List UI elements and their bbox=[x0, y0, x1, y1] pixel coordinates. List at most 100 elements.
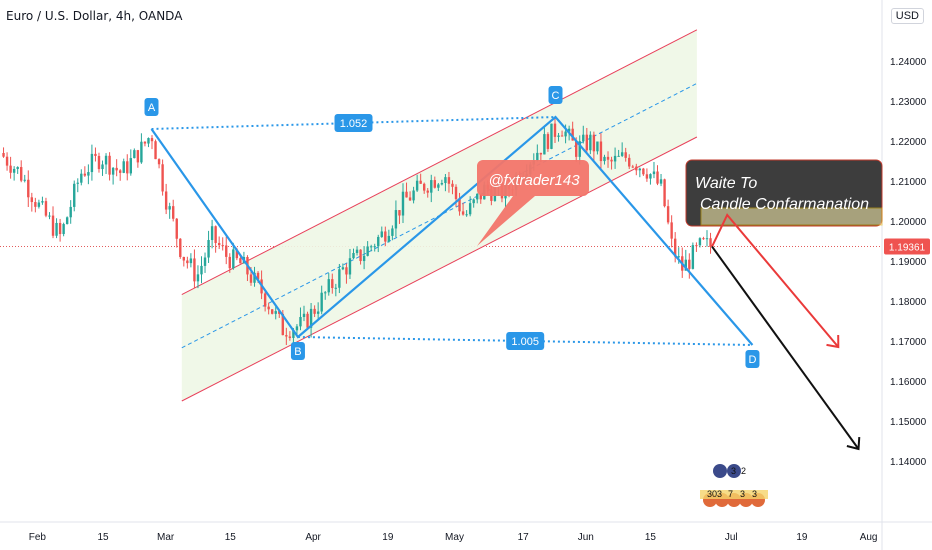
candle-body bbox=[175, 218, 178, 239]
candle-body bbox=[705, 238, 709, 240]
candle-body bbox=[309, 308, 313, 328]
candle-body bbox=[596, 141, 599, 152]
candle-body bbox=[83, 173, 87, 176]
x-tick-label: 19 bbox=[796, 532, 808, 543]
candle-body bbox=[2, 153, 5, 157]
candle-body bbox=[394, 210, 398, 229]
candle-body bbox=[225, 245, 228, 257]
candle-body bbox=[359, 249, 362, 262]
candle-body bbox=[666, 206, 670, 223]
ratio-label: 1.005 bbox=[511, 336, 539, 348]
candle-body bbox=[691, 245, 695, 269]
candle-body bbox=[366, 246, 369, 256]
candle-body bbox=[465, 214, 468, 216]
candle-body bbox=[695, 245, 698, 247]
candle-body bbox=[610, 159, 613, 162]
point-label-d: D bbox=[748, 354, 756, 366]
candle-body bbox=[341, 267, 345, 270]
candle-body bbox=[384, 231, 387, 242]
candle-body bbox=[161, 164, 164, 192]
currency-badge[interactable]: USD bbox=[890, 8, 924, 24]
candle-body bbox=[288, 336, 292, 338]
candle-body bbox=[140, 141, 143, 163]
last-price-label: 1.19361 bbox=[889, 243, 926, 254]
candle-body bbox=[447, 177, 451, 184]
candle-body bbox=[196, 274, 200, 282]
x-tick-label: Feb bbox=[29, 532, 47, 543]
last-price-tag bbox=[884, 238, 930, 255]
y-tick-label: 1.19000 bbox=[890, 257, 927, 268]
candle-body bbox=[263, 293, 267, 307]
x-tick-label: 19 bbox=[382, 532, 394, 543]
candle-body bbox=[387, 235, 391, 242]
candle-body bbox=[41, 201, 44, 203]
candle-body bbox=[302, 313, 306, 317]
candle-body bbox=[76, 182, 79, 184]
watermark-text: @fxtrader143 bbox=[488, 172, 580, 189]
candle-body bbox=[97, 155, 101, 170]
candle-body bbox=[645, 174, 649, 179]
x-tick-label: Jun bbox=[578, 532, 594, 543]
candle-body bbox=[285, 335, 288, 337]
candle-body bbox=[575, 140, 578, 157]
candle-body bbox=[642, 168, 645, 175]
candle-body bbox=[377, 236, 380, 247]
candle-body bbox=[468, 203, 472, 215]
candle-body bbox=[391, 228, 394, 236]
candle-body bbox=[281, 313, 284, 336]
candle-body bbox=[94, 153, 97, 156]
ratio-line-bd bbox=[297, 336, 753, 346]
candle-body bbox=[129, 158, 132, 174]
candle-body bbox=[331, 279, 334, 289]
candle-body bbox=[564, 131, 567, 137]
candle-body bbox=[603, 156, 606, 162]
x-tick-label: Jul bbox=[725, 532, 738, 543]
candle-body bbox=[606, 156, 610, 160]
candle-body bbox=[168, 206, 171, 210]
candle-body bbox=[87, 172, 90, 176]
candle-body bbox=[688, 259, 691, 269]
candle-body bbox=[412, 190, 415, 201]
candle-body bbox=[458, 199, 461, 212]
candle-body bbox=[186, 260, 189, 264]
forecast-arrowhead-red bbox=[826, 334, 840, 349]
candle-body bbox=[104, 155, 108, 165]
candle-body bbox=[408, 197, 412, 201]
candle-body bbox=[426, 190, 429, 193]
sticker-text: 3 bbox=[731, 466, 736, 476]
candle-body bbox=[338, 269, 341, 288]
candle-body bbox=[373, 246, 376, 248]
point-label-c: C bbox=[552, 90, 560, 102]
candle-body bbox=[150, 138, 154, 142]
sticker-dot bbox=[713, 464, 727, 478]
candle-body bbox=[663, 179, 666, 207]
ratio-label: 1.052 bbox=[340, 118, 368, 130]
candle-body bbox=[398, 210, 401, 216]
candle-body bbox=[476, 193, 479, 200]
candle-body bbox=[30, 197, 34, 203]
point-badge-d bbox=[745, 350, 760, 368]
candle-body bbox=[553, 123, 557, 137]
y-tick-label: 1.14000 bbox=[890, 457, 927, 468]
candle-body bbox=[34, 202, 37, 207]
candle-body bbox=[12, 168, 16, 173]
candle-body bbox=[80, 173, 83, 183]
candle-body bbox=[380, 231, 383, 237]
candle-body bbox=[451, 183, 454, 187]
candle-body bbox=[157, 159, 161, 165]
y-tick-label: 1.24000 bbox=[890, 57, 927, 68]
candle-body bbox=[108, 155, 111, 175]
forecast-arrow-black bbox=[711, 246, 860, 450]
candle-body bbox=[249, 274, 253, 283]
candle-body bbox=[193, 258, 196, 282]
point-badge-a bbox=[144, 98, 159, 116]
candle-body bbox=[461, 211, 465, 215]
candle-body bbox=[539, 152, 543, 155]
candle-body bbox=[673, 238, 677, 257]
x-tick-label: Mar bbox=[157, 532, 175, 543]
candle-body bbox=[256, 272, 260, 280]
candle-body bbox=[111, 167, 115, 175]
candle-body bbox=[599, 141, 603, 162]
